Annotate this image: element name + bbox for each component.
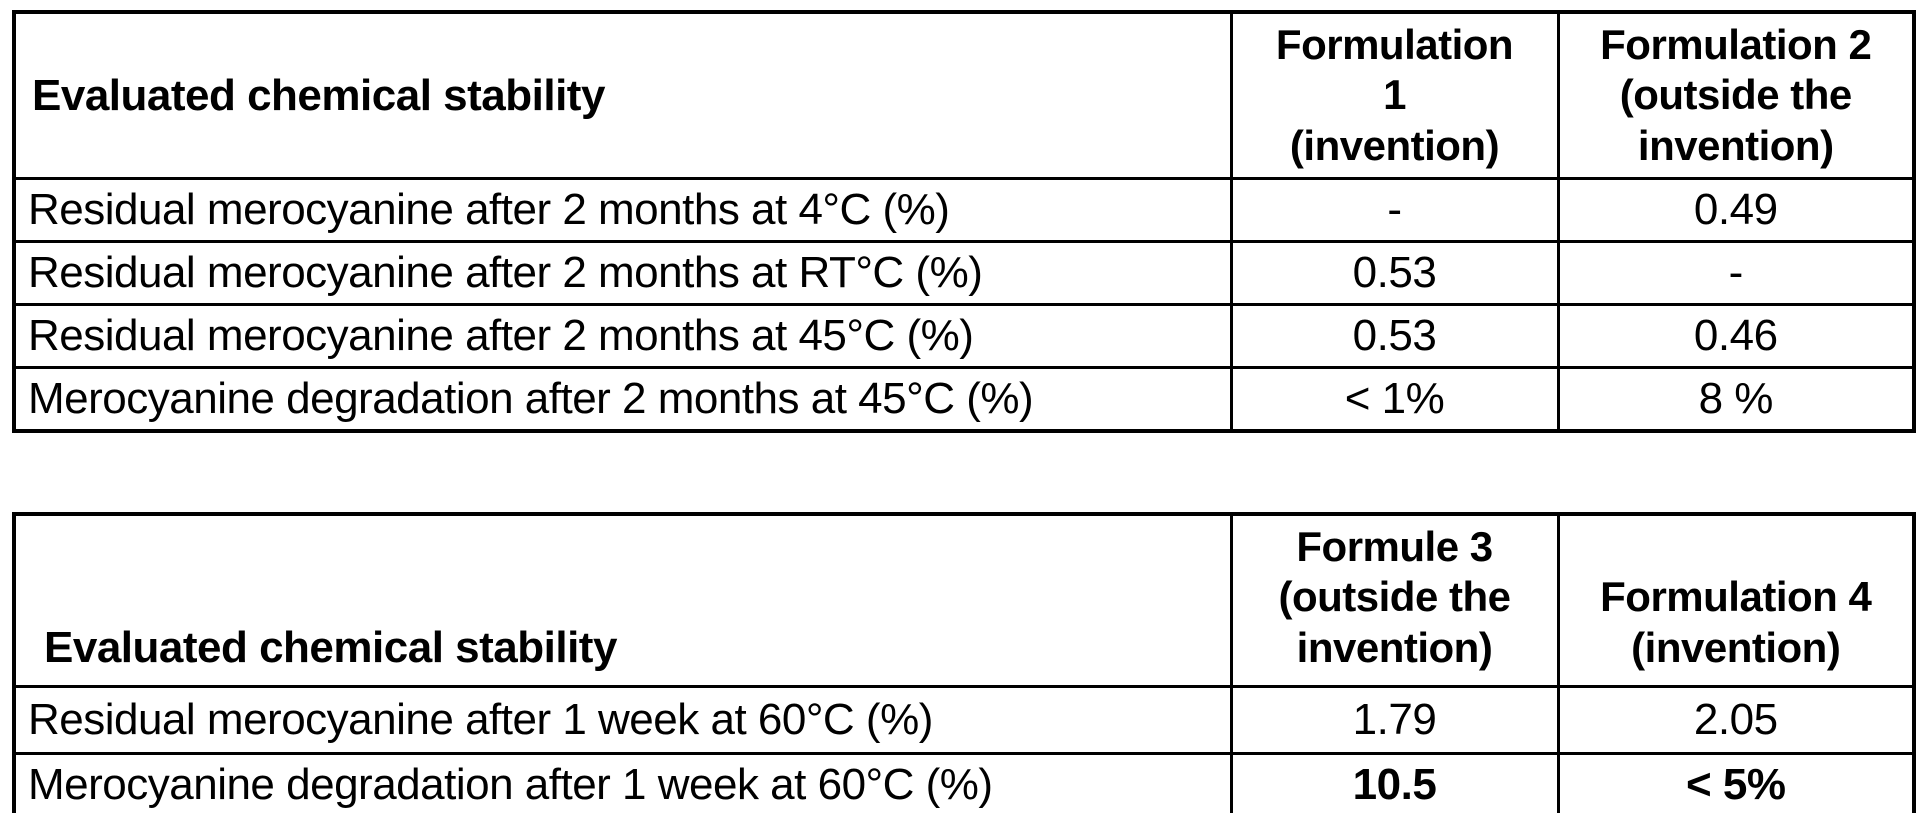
value-cell: 0.49 [1556, 177, 1916, 244]
value-cell: - [1229, 177, 1560, 244]
table-2-col-header-formule-3: Formule 3 (outside the invention) [1229, 512, 1560, 689]
value-cell: 0.53 [1229, 303, 1560, 370]
value-cell: < 1% [1229, 366, 1560, 433]
value-cell: < 5% [1556, 752, 1916, 813]
table-1-col-header-formulation-1: Formulation 1 (invention) [1229, 10, 1560, 181]
value-cell: 8 % [1556, 366, 1916, 433]
table-row: Residual merocyanine after 2 months at 4… [12, 177, 1916, 244]
row-label: Residual merocyanine after 2 months at 4… [12, 303, 1233, 370]
table-1-title: Evaluated chemical stability [12, 10, 1233, 181]
table-row: Residual merocyanine after 2 months at R… [12, 240, 1916, 307]
value-cell: - [1556, 240, 1916, 307]
value-cell: 10.5 [1229, 752, 1560, 813]
chemical-stability-table-1: Evaluated chemical stability Formulation… [12, 10, 1916, 433]
table-1-col-header-formulation-2: Formulation 2 (outside the invention) [1556, 10, 1916, 181]
row-label: Merocyanine degradation after 2 months a… [12, 366, 1233, 433]
table-row: Residual merocyanine after 2 months at 4… [12, 303, 1916, 370]
row-label: Merocyanine degradation after 1 week at … [12, 752, 1233, 813]
row-label: Residual merocyanine after 2 months at R… [12, 240, 1233, 307]
row-label: Residual merocyanine after 1 week at 60°… [12, 685, 1233, 756]
value-cell: 0.46 [1556, 303, 1916, 370]
value-cell: 0.53 [1229, 240, 1560, 307]
table-row: Merocyanine degradation after 1 week at … [12, 752, 1916, 813]
table-row: Residual merocyanine after 1 week at 60°… [12, 685, 1916, 756]
table-2-title: Evaluated chemical stability [12, 512, 1233, 689]
table-row: Merocyanine degradation after 2 months a… [12, 366, 1916, 433]
row-label: Residual merocyanine after 2 months at 4… [12, 177, 1233, 244]
table-1-header-row: Evaluated chemical stability Formulation… [12, 10, 1916, 181]
table-2-header-row: Evaluated chemical stability Formule 3 (… [12, 512, 1916, 689]
table-2-col-header-formulation-4: Formulation 4 (invention) [1556, 512, 1916, 689]
value-cell: 2.05 [1556, 685, 1916, 756]
value-cell: 1.79 [1229, 685, 1560, 756]
chemical-stability-table-2: Evaluated chemical stability Formule 3 (… [12, 512, 1916, 813]
